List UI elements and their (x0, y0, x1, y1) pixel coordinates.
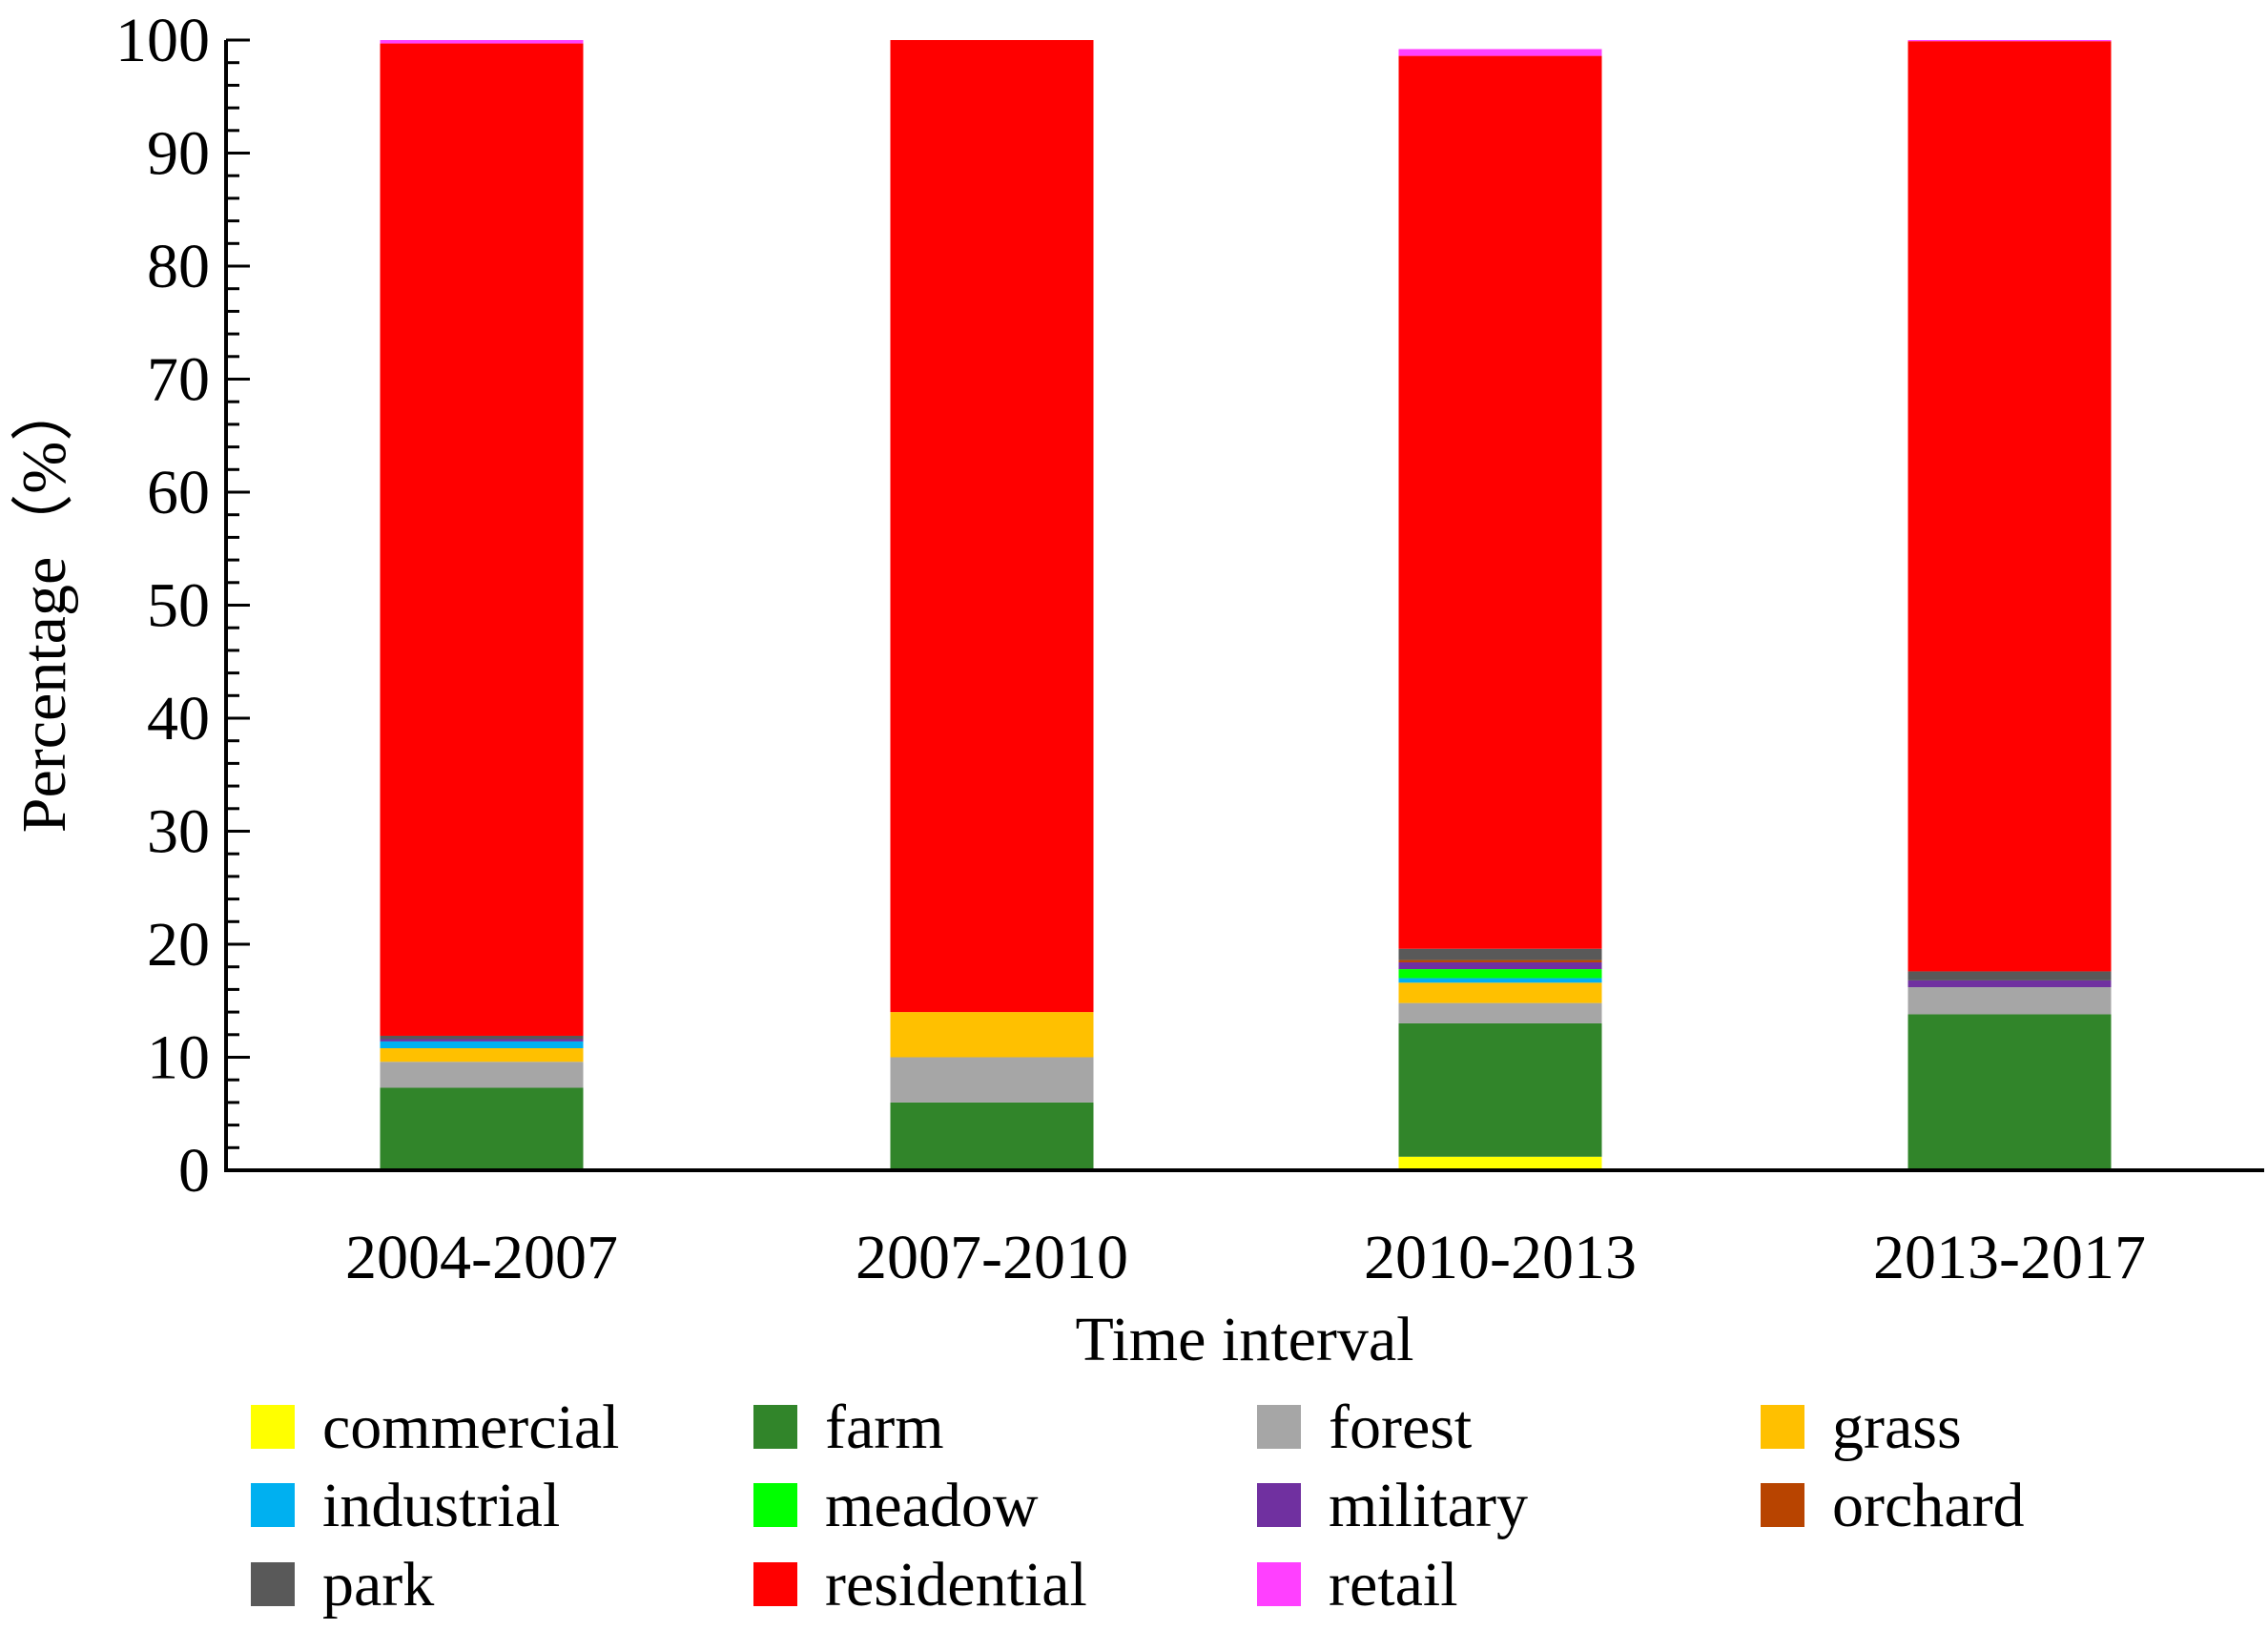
legend-swatch-retail (1257, 1562, 1301, 1606)
legend-label-industrial: industrial (322, 1471, 560, 1540)
bar-segment-commercial-2010-2013 (1398, 1156, 1602, 1170)
bar-segment-meadow-2010-2013 (1398, 969, 1602, 979)
bar-segment-industrial-2004-2007 (380, 1041, 584, 1049)
legend-swatch-grass (1761, 1405, 1804, 1449)
legend-item-farm: farm (753, 1393, 944, 1462)
bar-segment-park-2013-2017 (1907, 971, 2112, 980)
legend-swatch-commercial (251, 1405, 295, 1449)
y-tick-label: 50 (147, 571, 210, 641)
bar-segment-residential-2004-2007 (380, 43, 584, 1036)
bar-segment-park-2004-2007 (380, 1035, 584, 1040)
bar-segment-military-2004-2007 (380, 1039, 584, 1042)
bar-segment-farm-2013-2017 (1907, 1014, 2112, 1170)
legend-label-meadow: meadow (825, 1471, 1039, 1540)
bar-segment-retail-2013-2017 (1907, 40, 2112, 42)
y-axis-title: Percentage（%） (10, 379, 79, 833)
bar-segment-industrial-2010-2013 (1398, 978, 1602, 983)
legend-item-industrial: industrial (251, 1471, 560, 1540)
legend-item-park: park (251, 1550, 434, 1620)
legend-swatch-military (1257, 1483, 1301, 1527)
bar-segment-farm-2004-2007 (380, 1087, 584, 1170)
y-tick-label: 100 (115, 6, 210, 75)
bars-layer (380, 40, 2112, 1170)
bar-segment-residential-2007-2010 (890, 40, 1094, 1013)
x-tick-label-2010-2013: 2010-2013 (1364, 1223, 1637, 1292)
legend-label-commercial: commercial (322, 1393, 620, 1462)
legend-label-residential: residential (825, 1550, 1087, 1620)
y-tick-label: 0 (178, 1136, 210, 1206)
bar-segment-farm-2010-2013 (1398, 1022, 1602, 1157)
legend-swatch-residential (753, 1562, 797, 1606)
x-tick-label-2013-2017: 2013-2017 (1873, 1223, 2146, 1292)
y-ticks: 0 10 20 30 40 50 60 70 80 90 100 (115, 6, 250, 1206)
legend-item-orchard: orchard (1761, 1471, 2025, 1540)
legend-swatch-farm (753, 1405, 797, 1449)
bar-segment-grass-2010-2013 (1398, 982, 1602, 1003)
bar-segment-residential-2010-2013 (1398, 55, 1602, 949)
legend-swatch-park (251, 1562, 295, 1606)
bar-segment-grass-2004-2007 (380, 1048, 584, 1063)
legend-swatch-orchard (1761, 1483, 1804, 1527)
bar-segment-park-2010-2013 (1398, 948, 1602, 960)
bar-segment-retail-2004-2007 (380, 40, 584, 44)
legend-label-military: military (1329, 1471, 1528, 1540)
bar-segment-military-2010-2013 (1398, 961, 1602, 970)
y-tick-label: 80 (147, 232, 210, 301)
x-ticks: 2004-2007 2007-2010 2010-2013 2013-2017 (345, 1223, 2146, 1292)
y-tick-label: 70 (147, 345, 210, 415)
legend: commercial farm forest grass industrial meado… (251, 1393, 2025, 1620)
y-tick-label: 30 (147, 797, 210, 867)
bar-segment-forest-2004-2007 (380, 1062, 584, 1088)
y-tick-label: 10 (147, 1023, 210, 1093)
x-tick-label-2007-2010: 2007-2010 (856, 1223, 1128, 1292)
bar-segment-retail-2010-2013 (1398, 49, 1602, 56)
bar-segment-military-2013-2017 (1907, 980, 2112, 988)
legend-label-orchard: orchard (1832, 1471, 2025, 1540)
bar-segment-grass-2007-2010 (890, 1012, 1094, 1058)
bar-segment-orchard-2010-2013 (1398, 959, 1602, 962)
legend-swatch-industrial (251, 1483, 295, 1527)
legend-item-commercial: commercial (251, 1393, 620, 1462)
y-tick-label: 90 (147, 119, 210, 189)
legend-item-retail: retail (1257, 1550, 1458, 1620)
legend-swatch-meadow (753, 1483, 797, 1527)
legend-item-meadow: meadow (753, 1471, 1039, 1540)
legend-label-forest: forest (1329, 1393, 1472, 1462)
x-axis-title: Time interval (1075, 1305, 1413, 1374)
y-tick-label: 40 (147, 684, 210, 753)
legend-label-retail: retail (1329, 1550, 1458, 1620)
legend-item-residential: residential (753, 1550, 1087, 1620)
legend-label-farm: farm (825, 1393, 944, 1462)
bar-segment-forest-2013-2017 (1907, 987, 2112, 1015)
legend-item-military: military (1257, 1471, 1528, 1540)
y-tick-label: 60 (147, 458, 210, 527)
legend-label-park: park (322, 1550, 434, 1620)
bar-segment-residential-2013-2017 (1907, 41, 2112, 972)
legend-swatch-forest (1257, 1405, 1301, 1449)
bar-segment-forest-2010-2013 (1398, 1002, 1602, 1023)
y-tick-label: 20 (147, 910, 210, 980)
legend-item-forest: forest (1257, 1393, 1472, 1462)
legend-item-grass: grass (1761, 1393, 1962, 1462)
legend-label-grass: grass (1832, 1393, 1962, 1462)
x-tick-label-2004-2007: 2004-2007 (345, 1223, 618, 1292)
bar-segment-farm-2007-2010 (890, 1102, 1094, 1170)
bar-segment-forest-2007-2010 (890, 1057, 1094, 1103)
